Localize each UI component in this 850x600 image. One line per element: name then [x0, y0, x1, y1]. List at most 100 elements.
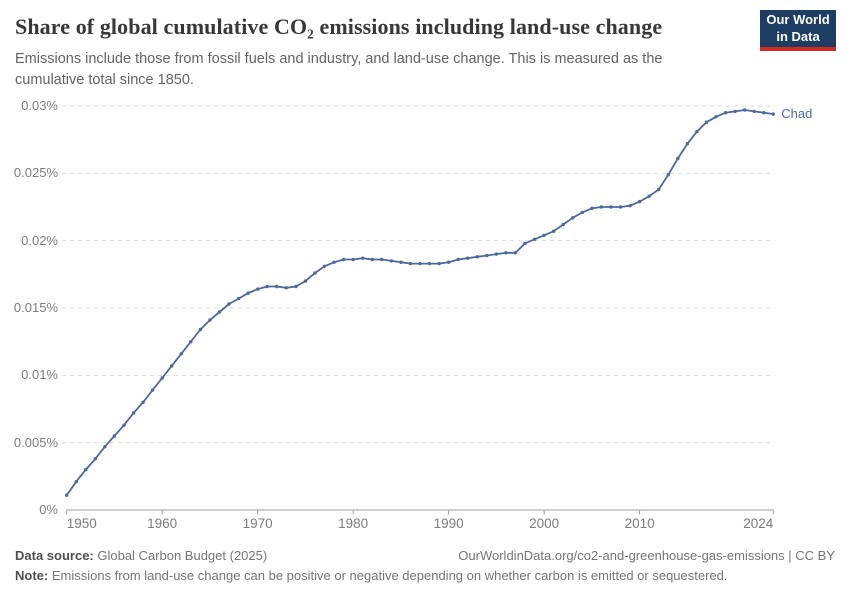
- data-point[interactable]: [313, 271, 317, 275]
- x-tick-label: 1980: [338, 516, 369, 531]
- data-point[interactable]: [542, 233, 546, 237]
- data-point[interactable]: [456, 257, 460, 262]
- data-point[interactable]: [494, 252, 499, 256]
- data-point[interactable]: [771, 112, 775, 116]
- data-point[interactable]: [265, 284, 269, 289]
- data-point[interactable]: [733, 109, 737, 114]
- data-point[interactable]: [723, 111, 728, 115]
- y-tick-label: 0.005%: [13, 434, 58, 450]
- data-point[interactable]: [399, 260, 403, 264]
- data-point[interactable]: [198, 327, 203, 332]
- owid-url-link[interactable]: OurWorldinData.org/co2-and-greenhouse-ga…: [458, 548, 835, 563]
- data-point[interactable]: [580, 210, 584, 215]
- data-point[interactable]: [714, 115, 718, 119]
- data-point[interactable]: [256, 287, 260, 291]
- data-point[interactable]: [561, 222, 565, 227]
- data-point[interactable]: [427, 261, 432, 266]
- chart-subtitle: Emissions include those from fossil fuel…: [15, 51, 663, 89]
- data-point[interactable]: [93, 457, 98, 461]
- x-tick-label: 2010: [624, 516, 655, 531]
- data-point[interactable]: [437, 261, 441, 266]
- data-point[interactable]: [227, 302, 231, 306]
- owid-logo-line1: Our World: [766, 12, 830, 28]
- data-point[interactable]: [170, 364, 174, 368]
- data-point[interactable]: [685, 142, 690, 146]
- data-point[interactable]: [179, 352, 183, 356]
- data-point[interactable]: [322, 264, 327, 268]
- data-point[interactable]: [695, 129, 699, 134]
- data-point[interactable]: [628, 204, 632, 208]
- page-title: Share of global cumulative CO₂ emissions…: [15, 14, 663, 39]
- data-point[interactable]: [446, 260, 451, 264]
- data-point[interactable]: [418, 261, 422, 266]
- data-point[interactable]: [647, 194, 651, 198]
- footer-note-row: Note: Emissions from land-use change can…: [15, 566, 835, 586]
- data-point[interactable]: [389, 259, 394, 263]
- data-point[interactable]: [466, 256, 470, 260]
- data-point[interactable]: [84, 467, 88, 472]
- data-point[interactable]: [657, 187, 661, 192]
- x-tick-label: 1960: [147, 516, 178, 531]
- data-point[interactable]: [590, 206, 594, 210]
- chart-footer: Data source: Global Carbon Budget (2025)…: [15, 546, 835, 586]
- data-point[interactable]: [380, 257, 384, 262]
- data-point[interactable]: [743, 108, 747, 112]
- data-point[interactable]: [294, 284, 298, 289]
- data-point[interactable]: [246, 291, 250, 295]
- data-point[interactable]: [284, 286, 288, 290]
- data-point[interactable]: [475, 255, 479, 259]
- data-point[interactable]: [752, 109, 756, 114]
- data-point[interactable]: [609, 205, 613, 209]
- y-tick-label: 0%: [39, 502, 58, 517]
- data-point[interactable]: [618, 205, 623, 209]
- data-point[interactable]: [217, 310, 222, 314]
- data-point[interactable]: [485, 253, 489, 258]
- data-point[interactable]: [704, 120, 709, 124]
- data-point[interactable]: [571, 216, 575, 220]
- data-point[interactable]: [637, 199, 642, 204]
- data-point[interactable]: [676, 156, 680, 161]
- owid-logo-box: Our World in Data: [760, 10, 836, 47]
- data-point[interactable]: [552, 229, 556, 233]
- data-point[interactable]: [332, 260, 336, 264]
- data-point[interactable]: [666, 173, 670, 177]
- data-point[interactable]: [208, 318, 212, 322]
- series-label-chad[interactable]: Chad: [781, 106, 813, 122]
- owid-logo[interactable]: Our World in Data: [760, 10, 836, 51]
- y-tick-label: 0.015%: [13, 300, 58, 315]
- data-point[interactable]: [504, 251, 508, 255]
- data-point[interactable]: [532, 237, 537, 241]
- data-point[interactable]: [112, 434, 117, 438]
- data-point[interactable]: [303, 279, 308, 283]
- owid-logo-line2: in Data: [776, 28, 820, 44]
- data-point[interactable]: [361, 256, 365, 260]
- data-point[interactable]: [513, 251, 518, 255]
- data-point[interactable]: [189, 340, 193, 344]
- note-text: Emissions from land-use change can be po…: [48, 568, 728, 584]
- data-point[interactable]: [150, 388, 155, 392]
- data-point[interactable]: [370, 257, 374, 262]
- chart-header: Share of global cumulative CO₂ emissions…: [15, 14, 755, 91]
- series-line-chad[interactable]: [65, 109, 774, 496]
- data-point[interactable]: [599, 205, 604, 209]
- data-point[interactable]: [236, 296, 241, 301]
- data-point[interactable]: [762, 111, 766, 115]
- x-tick-label: 2000: [529, 516, 560, 531]
- owid-logo-red-bar: [760, 47, 836, 51]
- data-point[interactable]: [122, 423, 126, 427]
- data-point[interactable]: [160, 376, 164, 380]
- x-tick-label: 1990: [433, 516, 464, 531]
- data-point[interactable]: [141, 400, 145, 404]
- data-point[interactable]: [74, 480, 78, 484]
- y-tick-label: 0.025%: [13, 165, 58, 181]
- data-point[interactable]: [131, 411, 136, 415]
- data-point[interactable]: [103, 445, 107, 449]
- data-point[interactable]: [351, 257, 355, 262]
- data-point[interactable]: [275, 284, 279, 289]
- data-point[interactable]: [408, 261, 413, 266]
- data-point[interactable]: [341, 257, 346, 262]
- data-point[interactable]: [523, 241, 527, 246]
- data-point[interactable]: [65, 493, 69, 497]
